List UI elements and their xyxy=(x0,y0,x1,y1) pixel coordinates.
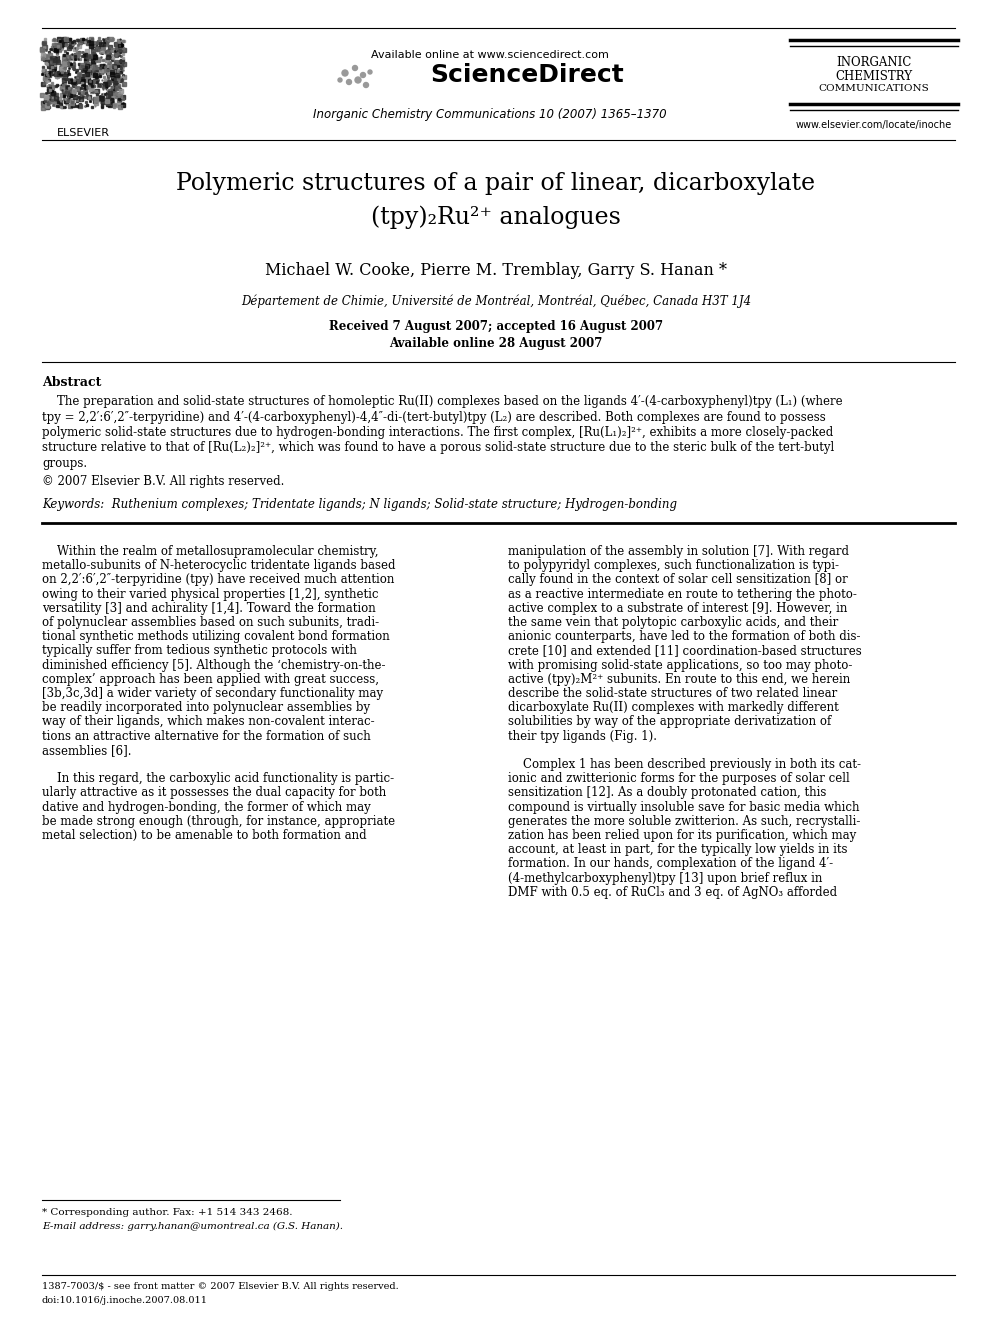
Circle shape xyxy=(352,66,357,70)
Text: structure relative to that of [Ru(L₂)₂]²⁺, which was found to have a porous soli: structure relative to that of [Ru(L₂)₂]²… xyxy=(42,442,834,455)
Text: describe the solid-state structures of two related linear: describe the solid-state structures of t… xyxy=(508,687,837,700)
Text: ionic and zwitterionic forms for the purposes of solar cell: ionic and zwitterionic forms for the pur… xyxy=(508,773,850,785)
Text: In this regard, the carboxylic acid functionality is partic-: In this regard, the carboxylic acid func… xyxy=(42,773,394,785)
Text: metallo-subunits of N-heterocyclic tridentate ligands based: metallo-subunits of N-heterocyclic tride… xyxy=(42,560,396,573)
Text: www.elsevier.com/locate/inoche: www.elsevier.com/locate/inoche xyxy=(796,120,952,130)
Circle shape xyxy=(368,70,372,74)
Text: doi:10.1016/j.inoche.2007.08.011: doi:10.1016/j.inoche.2007.08.011 xyxy=(42,1297,208,1304)
Text: dative and hydrogen-bonding, the former of which may: dative and hydrogen-bonding, the former … xyxy=(42,800,371,814)
Text: Available online 28 August 2007: Available online 28 August 2007 xyxy=(389,337,603,351)
Text: sensitization [12]. As a doubly protonated cation, this: sensitization [12]. As a doubly protonat… xyxy=(508,786,826,799)
Text: account, at least in part, for the typically low yields in its: account, at least in part, for the typic… xyxy=(508,843,847,856)
Text: Polymeric structures of a pair of linear, dicarboxylate: Polymeric structures of a pair of linear… xyxy=(177,172,815,194)
Text: the same vein that polytopic carboxylic acids, and their: the same vein that polytopic carboxylic … xyxy=(508,617,838,628)
Text: compound is virtually insoluble save for basic media which: compound is virtually insoluble save for… xyxy=(508,800,859,814)
Text: E-mail address: garry.hanan@umontreal.ca (G.S. Hanan).: E-mail address: garry.hanan@umontreal.ca… xyxy=(42,1222,343,1232)
Text: anionic counterparts, have led to the formation of both dis-: anionic counterparts, have led to the fo… xyxy=(508,630,860,643)
Text: groups.: groups. xyxy=(42,456,87,470)
Text: complex’ approach has been applied with great success,: complex’ approach has been applied with … xyxy=(42,673,379,685)
Text: generates the more soluble zwitterion. As such, recrystalli-: generates the more soluble zwitterion. A… xyxy=(508,815,860,828)
Text: assemblies [6].: assemblies [6]. xyxy=(42,744,132,757)
Text: Within the realm of metallosupramolecular chemistry,: Within the realm of metallosupramolecula… xyxy=(42,545,379,558)
Text: Keywords:  Ruthenium complexes; Tridentate ligands; N ligands; Solid-state struc: Keywords: Ruthenium complexes; Tridentat… xyxy=(42,497,677,511)
Text: polymeric solid-state structures due to hydrogen-bonding interactions. The first: polymeric solid-state structures due to … xyxy=(42,426,833,439)
Text: © 2007 Elsevier B.V. All rights reserved.: © 2007 Elsevier B.V. All rights reserved… xyxy=(42,475,285,488)
Text: manipulation of the assembly in solution [7]. With regard: manipulation of the assembly in solution… xyxy=(508,545,849,558)
Circle shape xyxy=(363,82,368,87)
Text: typically suffer from tedious synthetic protocols with: typically suffer from tedious synthetic … xyxy=(42,644,357,658)
Text: ELSEVIER: ELSEVIER xyxy=(57,128,109,138)
Circle shape xyxy=(355,77,361,83)
Text: Michael W. Cooke, Pierre M. Tremblay, Garry S. Hanan *: Michael W. Cooke, Pierre M. Tremblay, Ga… xyxy=(265,262,727,279)
Text: metal selection) to be amenable to both formation and: metal selection) to be amenable to both … xyxy=(42,830,367,841)
Text: (tpy)₂Ru²⁺ analogues: (tpy)₂Ru²⁺ analogues xyxy=(371,205,621,229)
Text: to polypyridyl complexes, such functionalization is typi-: to polypyridyl complexes, such functiona… xyxy=(508,560,839,573)
Text: CHEMISTRY: CHEMISTRY xyxy=(835,70,913,83)
Text: of polynuclear assemblies based on such subunits, tradi-: of polynuclear assemblies based on such … xyxy=(42,617,379,628)
Text: active complex to a substrate of interest [9]. However, in: active complex to a substrate of interes… xyxy=(508,602,847,615)
Circle shape xyxy=(360,73,365,78)
Circle shape xyxy=(338,78,342,82)
Text: diminished efficiency [5]. Although the ‘chemistry-on-the-: diminished efficiency [5]. Although the … xyxy=(42,659,386,672)
Text: crete [10] and extended [11] coordination-based structures: crete [10] and extended [11] coordinatio… xyxy=(508,644,862,658)
Text: (4-methylcarboxyphenyl)tpy [13] upon brief reflux in: (4-methylcarboxyphenyl)tpy [13] upon bri… xyxy=(508,872,822,885)
Circle shape xyxy=(346,79,351,85)
Text: Département de Chimie, Université de Montréal, Montréal, Québec, Canada H3T 1J4: Département de Chimie, Université de Mon… xyxy=(241,294,751,307)
Text: zation has been relied upon for its purification, which may: zation has been relied upon for its puri… xyxy=(508,830,856,841)
Text: formation. In our hands, complexation of the ligand 4′-: formation. In our hands, complexation of… xyxy=(508,857,833,871)
Text: Received 7 August 2007; accepted 16 August 2007: Received 7 August 2007; accepted 16 Augu… xyxy=(329,320,663,333)
Text: with promising solid-state applications, so too may photo-: with promising solid-state applications,… xyxy=(508,659,852,672)
Text: INORGANIC: INORGANIC xyxy=(836,56,912,69)
Text: 1387-7003/$ - see front matter © 2007 Elsevier B.V. All rights reserved.: 1387-7003/$ - see front matter © 2007 El… xyxy=(42,1282,399,1291)
Text: their tpy ligands (Fig. 1).: their tpy ligands (Fig. 1). xyxy=(508,729,657,742)
Text: [3b,3c,3d] a wider variety of secondary functionality may: [3b,3c,3d] a wider variety of secondary … xyxy=(42,687,383,700)
Text: COMMUNICATIONS: COMMUNICATIONS xyxy=(818,83,930,93)
Text: DMF with 0.5 eq. of RuCl₃ and 3 eq. of AgNO₃ afforded: DMF with 0.5 eq. of RuCl₃ and 3 eq. of A… xyxy=(508,886,837,898)
Text: active (tpy)₂M²⁺ subunits. En route to this end, we herein: active (tpy)₂M²⁺ subunits. En route to t… xyxy=(508,673,850,685)
Circle shape xyxy=(342,70,348,75)
Text: Abstract: Abstract xyxy=(42,376,101,389)
Text: * Corresponding author. Fax: +1 514 343 2468.: * Corresponding author. Fax: +1 514 343 … xyxy=(42,1208,293,1217)
Text: way of their ligands, which makes non-covalent interac-: way of their ligands, which makes non-co… xyxy=(42,716,375,729)
Text: dicarboxylate Ru(II) complexes with markedly different: dicarboxylate Ru(II) complexes with mark… xyxy=(508,701,839,714)
Text: as a reactive intermediate en route to tethering the photo-: as a reactive intermediate en route to t… xyxy=(508,587,857,601)
Text: Complex 1 has been described previously in both its cat-: Complex 1 has been described previously … xyxy=(508,758,861,771)
Text: on 2,2′:6′,2″-terpyridine (tpy) have received much attention: on 2,2′:6′,2″-terpyridine (tpy) have rec… xyxy=(42,573,395,586)
Text: owing to their varied physical properties [1,2], synthetic: owing to their varied physical propertie… xyxy=(42,587,379,601)
Text: tions an attractive alternative for the formation of such: tions an attractive alternative for the … xyxy=(42,729,371,742)
Text: versatility [3] and achirality [1,4]. Toward the formation: versatility [3] and achirality [1,4]. To… xyxy=(42,602,376,615)
Text: tpy = 2,2′:6′,2″-terpyridine) and 4′-(4-carboxyphenyl)-4,4″-di-(​tert-butyl)tpy : tpy = 2,2′:6′,2″-terpyridine) and 4′-(4-… xyxy=(42,410,825,423)
Text: tional synthetic methods utilizing covalent bond formation: tional synthetic methods utilizing coval… xyxy=(42,630,390,643)
Text: be readily incorporated into polynuclear assemblies by: be readily incorporated into polynuclear… xyxy=(42,701,370,714)
Text: solubilities by way of the appropriate derivatization of: solubilities by way of the appropriate d… xyxy=(508,716,831,729)
Text: ScienceDirect: ScienceDirect xyxy=(430,64,624,87)
Text: ularly attractive as it possesses the dual capacity for both: ularly attractive as it possesses the du… xyxy=(42,786,386,799)
Text: Inorganic Chemistry Communications 10 (2007) 1365–1370: Inorganic Chemistry Communications 10 (2… xyxy=(313,108,667,120)
Text: cally found in the context of solar cell sensitization [8] or: cally found in the context of solar cell… xyxy=(508,573,848,586)
Text: Available online at www.sciencedirect.com: Available online at www.sciencedirect.co… xyxy=(371,50,609,60)
Text: The preparation and solid-state structures of homoleptic Ru(II) complexes based : The preparation and solid-state structur… xyxy=(42,396,842,407)
Text: be made strong enough (through, for instance, appropriate: be made strong enough (through, for inst… xyxy=(42,815,395,828)
